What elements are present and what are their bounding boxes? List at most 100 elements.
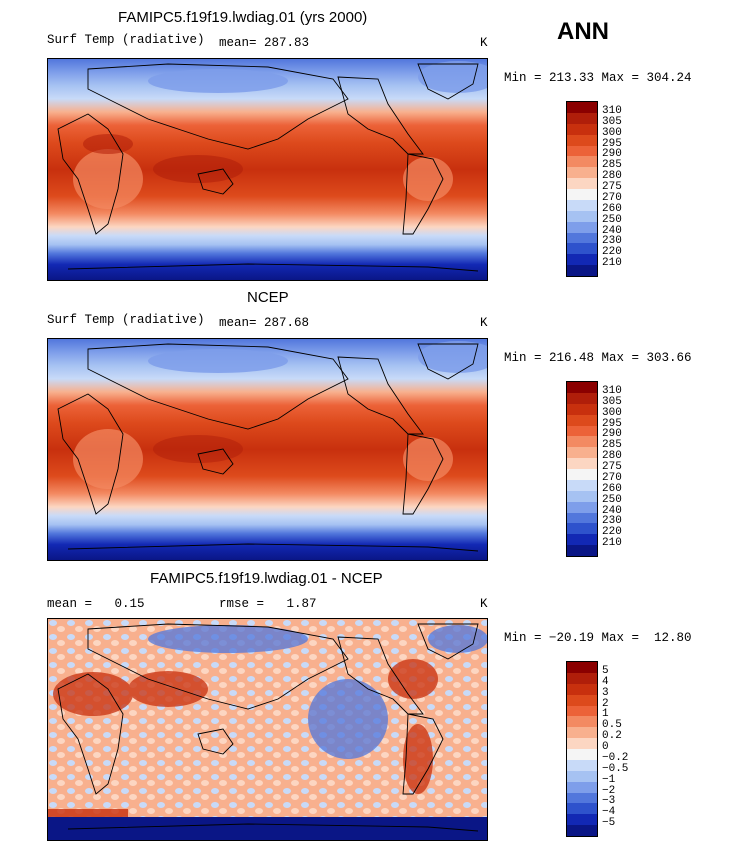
colorbar-tick-label: −0.5 <box>602 762 629 775</box>
colorbar-swatch <box>567 705 597 717</box>
colorbar-tick-label: −3 <box>602 795 616 808</box>
colorbar-tick-label: 240 <box>602 504 622 517</box>
panel3-map-svg <box>48 619 487 840</box>
colorbar-swatch <box>567 102 597 113</box>
colorbar-swatch <box>567 534 597 546</box>
colorbar-swatch <box>567 436 597 448</box>
panel2-colorbar <box>566 381 598 557</box>
colorbar-swatch <box>567 512 597 524</box>
panel1-variable-label: Surf Temp (radiative) <box>47 33 205 47</box>
panel3-colorbar-swatches <box>567 662 597 836</box>
colorbar-swatch <box>567 167 597 179</box>
colorbar-tick-label: 285 <box>602 159 622 172</box>
colorbar-swatch <box>567 770 597 782</box>
colorbar-tick-label: 5 <box>602 664 609 677</box>
colorbar-tick-label: 310 <box>602 104 622 117</box>
panel1-mean: mean= 287.83 <box>219 36 310 50</box>
panel2-minmax: Min = 216.48 Max = 303.66 <box>504 351 692 365</box>
panel3-colorbar <box>566 661 598 837</box>
panel2-mean: mean= 287.68 <box>219 316 310 330</box>
colorbar-swatch <box>567 414 597 426</box>
colorbar-swatch <box>567 123 597 135</box>
colorbar-swatch <box>567 189 597 200</box>
colorbar-tick-label: 290 <box>602 148 622 161</box>
panel1-title: FAMIPC5.f19f19.lwdiag.01 (yrs 2000) <box>118 9 368 26</box>
panel1-minmax: Min = 213.33 Max = 304.24 <box>504 71 692 85</box>
colorbar-tick-label: 260 <box>602 202 622 215</box>
colorbar-swatch <box>567 792 597 804</box>
colorbar-swatch <box>567 759 597 771</box>
panel3-mean: mean = 0.15 <box>47 597 145 611</box>
colorbar-swatch <box>567 199 597 211</box>
colorbar-swatch <box>567 738 597 749</box>
colorbar-tick-label: 285 <box>602 439 622 452</box>
colorbar-tick-label: 1 <box>602 708 609 721</box>
colorbar-swatch <box>567 825 597 836</box>
panel3-title: FAMIPC5.f19f19.lwdiag.01 - NCEP <box>150 570 383 587</box>
colorbar-tick-label: 300 <box>602 406 622 419</box>
colorbar-swatch <box>567 145 597 157</box>
colorbar-tick-label: −0.2 <box>602 751 629 764</box>
colorbar-swatch <box>567 382 597 393</box>
colorbar-swatch <box>567 265 597 276</box>
colorbar-tick-label: 210 <box>602 537 622 550</box>
colorbar-tick-label: 300 <box>602 126 622 139</box>
colorbar-tick-label: 0 <box>602 741 609 753</box>
colorbar-tick-label: 270 <box>602 471 622 484</box>
colorbar-tick-label: 270 <box>602 191 622 204</box>
colorbar-swatch <box>567 254 597 266</box>
colorbar-tick-label: 2 <box>602 697 609 710</box>
colorbar-tick-label: 275 <box>602 181 622 193</box>
colorbar-tick-label: 220 <box>602 246 622 259</box>
panel1-map <box>47 58 488 281</box>
colorbar-tick-label: 280 <box>602 170 622 183</box>
panel2-title: NCEP <box>247 289 289 306</box>
colorbar-swatch <box>567 210 597 222</box>
colorbar-swatch <box>567 749 597 760</box>
panel1-map-svg <box>48 59 487 280</box>
colorbar-swatch <box>567 683 597 695</box>
panel2-variable-label: Surf Temp (radiative) <box>47 313 205 327</box>
colorbar-tick-label: 4 <box>602 675 609 688</box>
colorbar-tick-label: −4 <box>602 806 616 819</box>
colorbar-swatch <box>567 178 597 189</box>
colorbar-swatch <box>567 662 597 673</box>
colorbar-tick-label: 0.2 <box>602 730 622 743</box>
panel2-units: K <box>480 316 488 330</box>
colorbar-swatch <box>567 545 597 556</box>
colorbar-swatch <box>567 501 597 513</box>
panel3-units: K <box>480 597 488 611</box>
panel3-rmse: rmse = 1.87 <box>219 597 317 611</box>
colorbar-tick-label: 240 <box>602 224 622 237</box>
colorbar-swatch <box>567 447 597 459</box>
panel2-map <box>47 338 488 561</box>
colorbar-tick-label: 295 <box>602 137 622 150</box>
colorbar-tick-label: 250 <box>602 213 622 226</box>
colorbar-tick-label: 275 <box>602 461 622 473</box>
colorbar-swatch <box>567 814 597 826</box>
colorbar-tick-label: 305 <box>602 395 622 408</box>
colorbar-tick-label: 290 <box>602 428 622 441</box>
colorbar-swatch <box>567 134 597 146</box>
colorbar-swatch <box>567 716 597 728</box>
colorbar-tick-label: 0.5 <box>602 719 622 732</box>
colorbar-tick-label: 295 <box>602 417 622 430</box>
colorbar-tick-label: 310 <box>602 384 622 397</box>
colorbar-tick-label: 220 <box>602 526 622 539</box>
panel3-map <box>47 618 488 841</box>
panel2-map-svg <box>48 339 487 560</box>
colorbar-swatch <box>567 156 597 168</box>
colorbar-swatch <box>567 425 597 437</box>
colorbar-tick-label: −2 <box>602 784 616 797</box>
colorbar-tick-label: 280 <box>602 450 622 463</box>
colorbar-tick-label: 3 <box>602 686 609 699</box>
colorbar-swatch <box>567 523 597 535</box>
panel1-units: K <box>480 36 488 50</box>
panel1-colorbar <box>566 101 598 277</box>
colorbar-tick-label: −5 <box>602 817 616 830</box>
colorbar-swatch <box>567 243 597 255</box>
colorbar-swatch <box>567 694 597 706</box>
colorbar-swatch <box>567 221 597 233</box>
colorbar-tick-label: 210 <box>602 257 622 270</box>
panel2-colorbar-swatches <box>567 382 597 556</box>
